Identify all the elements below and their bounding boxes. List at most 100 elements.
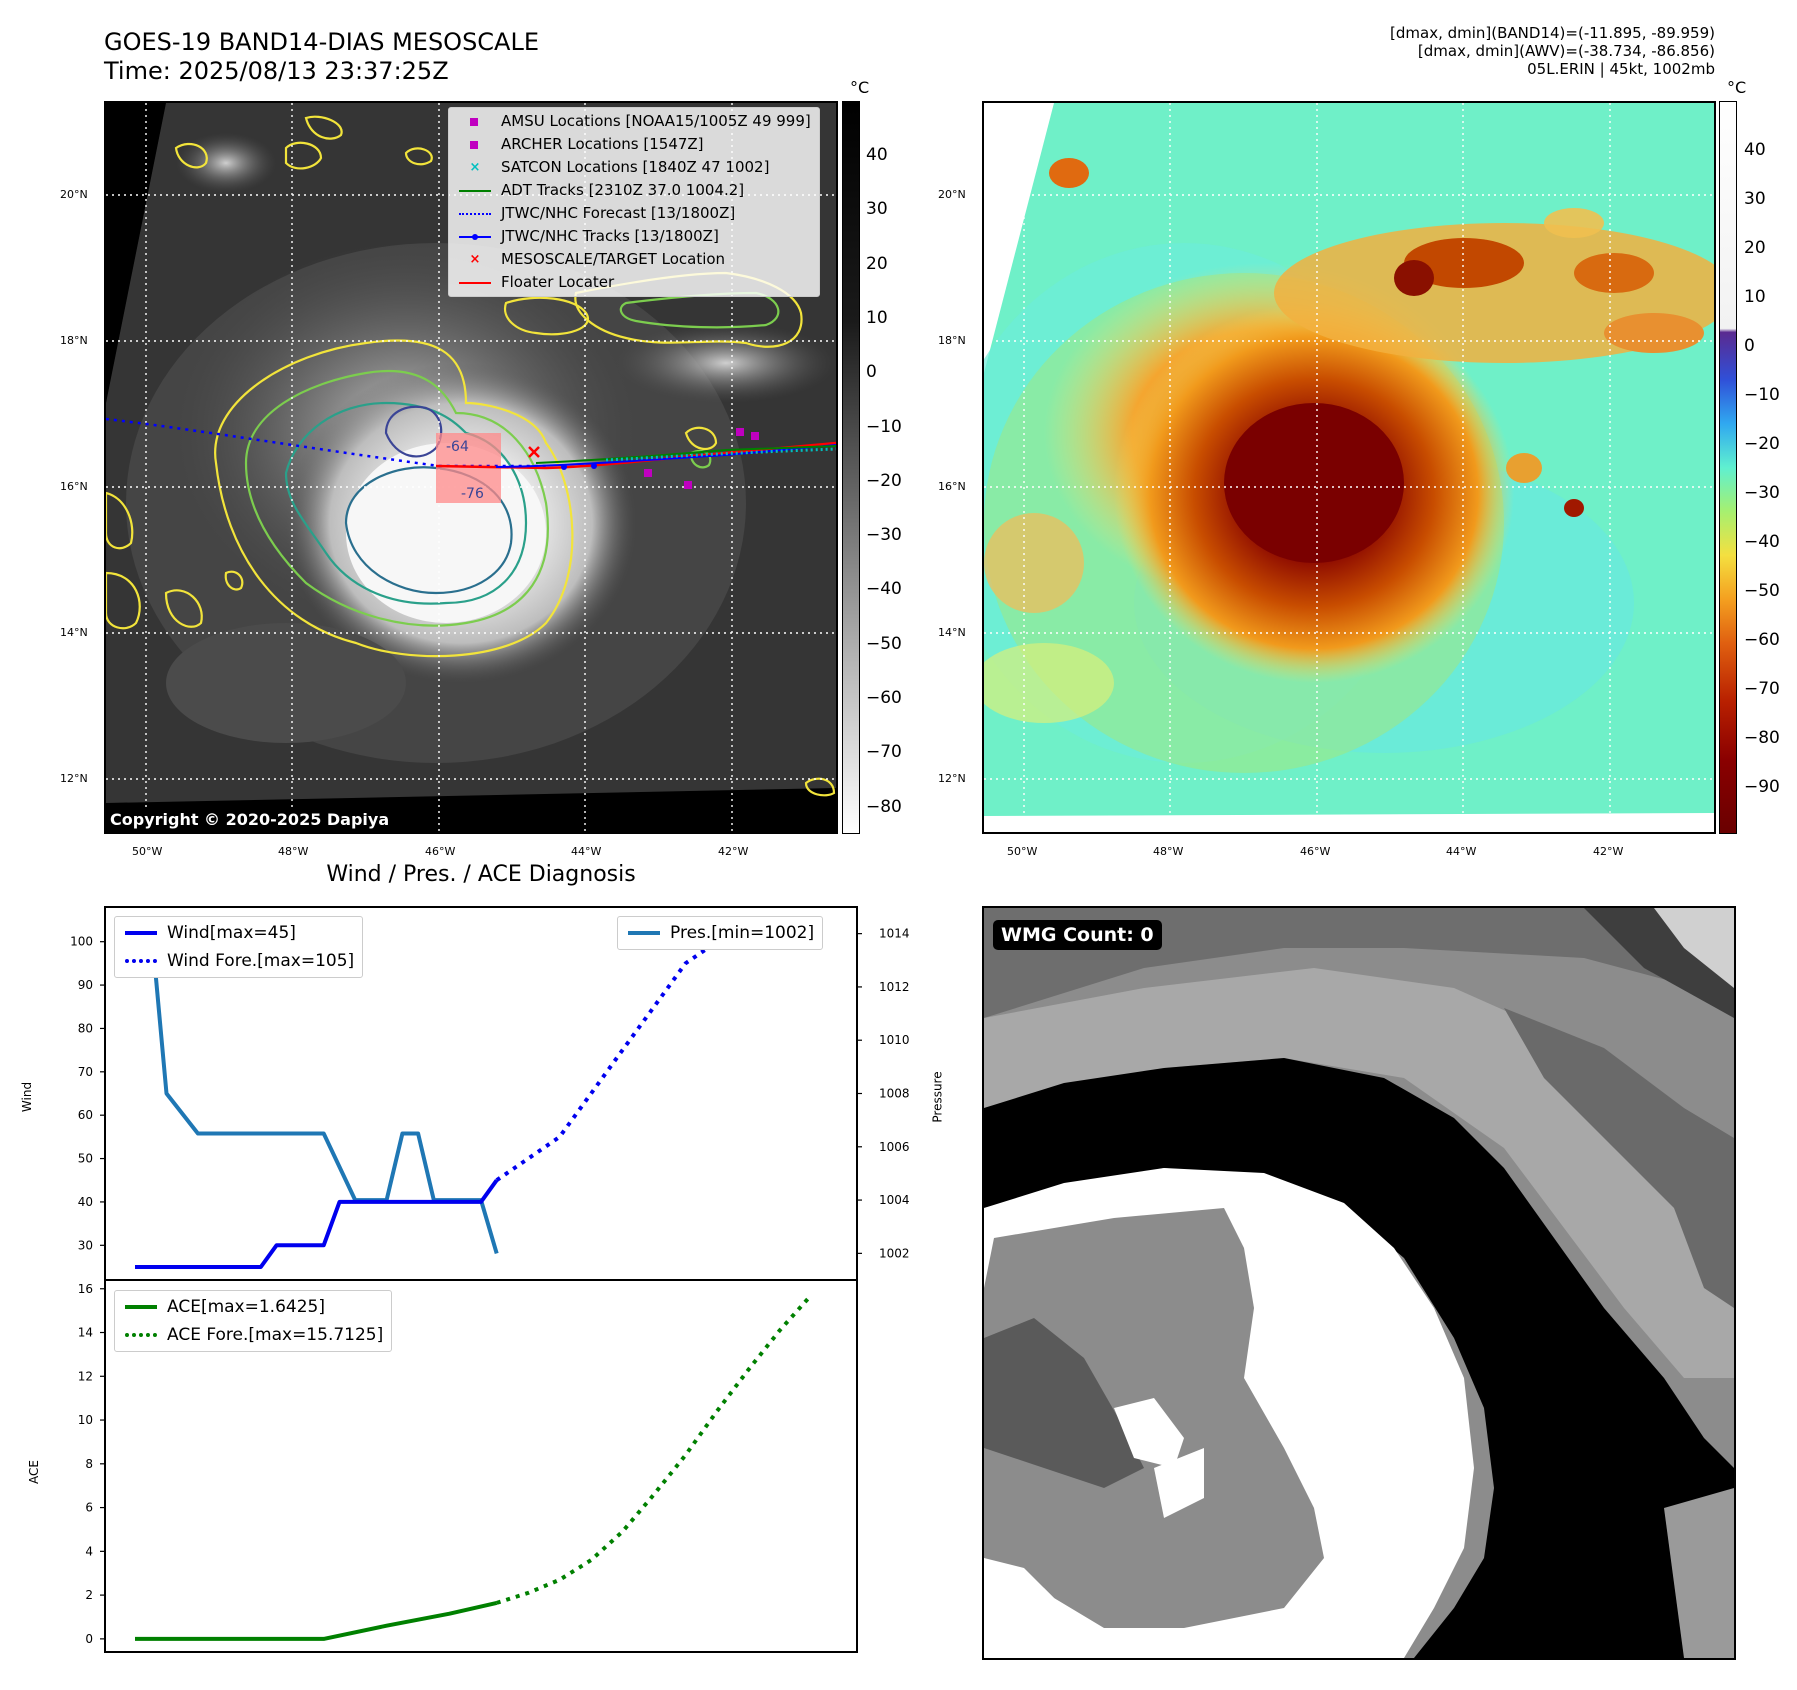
y-tick-label: 1014 — [879, 927, 910, 941]
contour-label-1: -64 — [446, 439, 469, 455]
legend-ace: ACE[max=1.6425] — [123, 1293, 383, 1321]
y-tick-label: 1006 — [879, 1140, 910, 1154]
ace-ylabel: ACE — [26, 1460, 41, 1484]
colorbar-tick: −80 — [866, 796, 902, 817]
series-layer — [135, 918, 813, 1641]
colorbar-tick: −90 — [1744, 777, 1780, 797]
lat-label: 18°N — [60, 334, 88, 347]
wind-y-ticks: 30 40 50 60 70 80 90 100 — [70, 935, 105, 1252]
series-line-wind — [135, 1179, 499, 1269]
y-tick-label: 10 — [78, 1413, 93, 1427]
map-legend: AMSU Locations [NOAA15/1005Z 49 999] ARC… — [448, 107, 820, 297]
legend-item-forecast: JTWC/NHC Forecast [13/1800Z] — [457, 202, 811, 225]
colorbar-tick: −40 — [1744, 532, 1780, 552]
colorbar-tick: 10 — [1744, 287, 1766, 307]
lon-label: 46°W — [1300, 845, 1331, 858]
gray-colorbar-unit: °C — [850, 78, 870, 97]
y-tick-label: 4 — [85, 1544, 93, 1558]
info-awv: [dmax, dmin](AWV)=(-38.734, -86.856) — [1417, 42, 1715, 60]
y-tick-label: 1002 — [879, 1246, 910, 1260]
pres-legend: Pres.[min=1002] — [617, 916, 824, 950]
colorbar-tick: −40 — [866, 579, 902, 600]
lon-label: 44°W — [571, 845, 602, 858]
ace-axes-frame — [104, 1279, 858, 1653]
info-block: [dmax, dmin](BAND14)=(-11.895, -89.959) … — [1115, 24, 1715, 78]
satcon-track — [605, 447, 836, 462]
color-colorbar — [1719, 101, 1737, 834]
colorbar-tick: 20 — [1744, 238, 1766, 258]
colorbar-tick: −60 — [1744, 630, 1780, 650]
color-ir-map — [982, 101, 1716, 834]
wmg-count-badge: WMG Count: 0 — [993, 920, 1162, 950]
y-tick-label: 2 — [85, 1588, 93, 1602]
y-tick-label: 14 — [78, 1326, 93, 1340]
lat-label: 16°N — [938, 480, 966, 493]
lat-label: 12°N — [938, 772, 966, 785]
y-tick-label: 90 — [78, 978, 93, 992]
series-line-wind-fore- — [495, 918, 750, 1182]
ace-legend: ACE[max=1.6425] ACE Fore.[max=15.7125] — [114, 1290, 393, 1352]
y-tick-label: 12 — [78, 1369, 93, 1383]
lat-label: 14°N — [938, 626, 966, 639]
gray-colorbar — [842, 101, 860, 834]
lon-label: 42°W — [1593, 845, 1624, 858]
y-tick-label: 100 — [70, 935, 93, 949]
chart-title: GOES-19 BAND14-DIAS MESOSCALE — [104, 28, 540, 56]
colorbar-tick: −60 — [866, 688, 902, 708]
lon-label: 50°W — [132, 845, 163, 858]
legend-item-target: × MESOSCALE/TARGET Location — [469, 250, 726, 268]
legend-wind-fore: Wind Fore.[max=105] — [123, 947, 354, 975]
y-tick-label: 8 — [85, 1457, 93, 1471]
target-marker — [528, 446, 540, 458]
wind-ylabel: Wind — [20, 1081, 35, 1113]
colorbar-tick: −80 — [1744, 728, 1780, 748]
y-tick-label: 16 — [78, 1282, 93, 1296]
legend-item-amsu: AMSU Locations [NOAA15/1005Z 49 999] — [457, 110, 811, 133]
y-tick-label: 80 — [78, 1021, 93, 1035]
colorbar-tick: −50 — [1744, 581, 1780, 601]
y-tick-label: 1010 — [879, 1033, 910, 1047]
chart-timestamp: Time: 2025/08/13 23:37:25Z — [104, 57, 449, 85]
colorbar-tick: −10 — [866, 416, 902, 437]
y-tick-label: 6 — [85, 1501, 93, 1515]
wmg-panel — [982, 906, 1736, 1660]
amsu-markers — [644, 428, 759, 489]
colorbar-tick: 0 — [866, 362, 877, 383]
contour-label-2: -76 — [461, 486, 484, 502]
legend-item-tracks: JTWC/NHC Tracks [13/1800Z] — [457, 225, 811, 248]
ace-y-ticks: 0 2 4 6 8 10 12 14 16 — [78, 1282, 105, 1646]
colorbar-tick: −30 — [1744, 483, 1780, 503]
y-tick-label: 40 — [78, 1195, 93, 1209]
legend-wind: Wind[max=45] — [123, 919, 354, 947]
colorbar-tick: −20 — [866, 470, 902, 491]
info-band14: [dmax, dmin](BAND14)=(-11.895, -89.959) — [1390, 24, 1715, 42]
legend-item-adt: ADT Tracks [2310Z 37.0 1004.2] — [457, 179, 811, 202]
colorbar-tick: 40 — [866, 145, 888, 165]
lon-label: 46°W — [425, 845, 456, 858]
lat-label: 18°N — [938, 334, 966, 347]
info-storm: 05L.ERIN | 45kt, 1002mb — [1527, 60, 1715, 78]
lon-label: 48°W — [1153, 845, 1184, 858]
colorbar-tick: 10 — [866, 307, 888, 328]
y-tick-label: 60 — [78, 1108, 93, 1122]
diagnosis-title: Wind / Pres. / ACE Diagnosis — [326, 862, 636, 887]
colorbar-tick: −20 — [1744, 434, 1780, 454]
colorbar-tick: −10 — [1744, 385, 1780, 405]
colorbar-tick: 20 — [866, 253, 888, 274]
colorbar-tick: 30 — [866, 199, 888, 220]
legend-pres: Pres.[min=1002] — [626, 919, 814, 947]
lat-label: 14°N — [60, 626, 88, 639]
lat-label: 20°N — [60, 188, 88, 201]
lon-label: 48°W — [278, 845, 309, 858]
y-tick-label: 70 — [78, 1065, 93, 1079]
y-tick-label: 50 — [78, 1152, 93, 1166]
color-colorbar-unit: °C — [1727, 78, 1747, 97]
lat-label: 16°N — [60, 480, 88, 493]
colorbar-tick: −70 — [866, 742, 902, 763]
lon-label: 44°W — [1446, 845, 1477, 858]
y-tick-label: 0 — [85, 1632, 93, 1646]
colorbar-tick: 0 — [1744, 336, 1755, 356]
colorbar-tick: −30 — [866, 525, 902, 546]
colorbar-tick: 30 — [1744, 189, 1766, 209]
